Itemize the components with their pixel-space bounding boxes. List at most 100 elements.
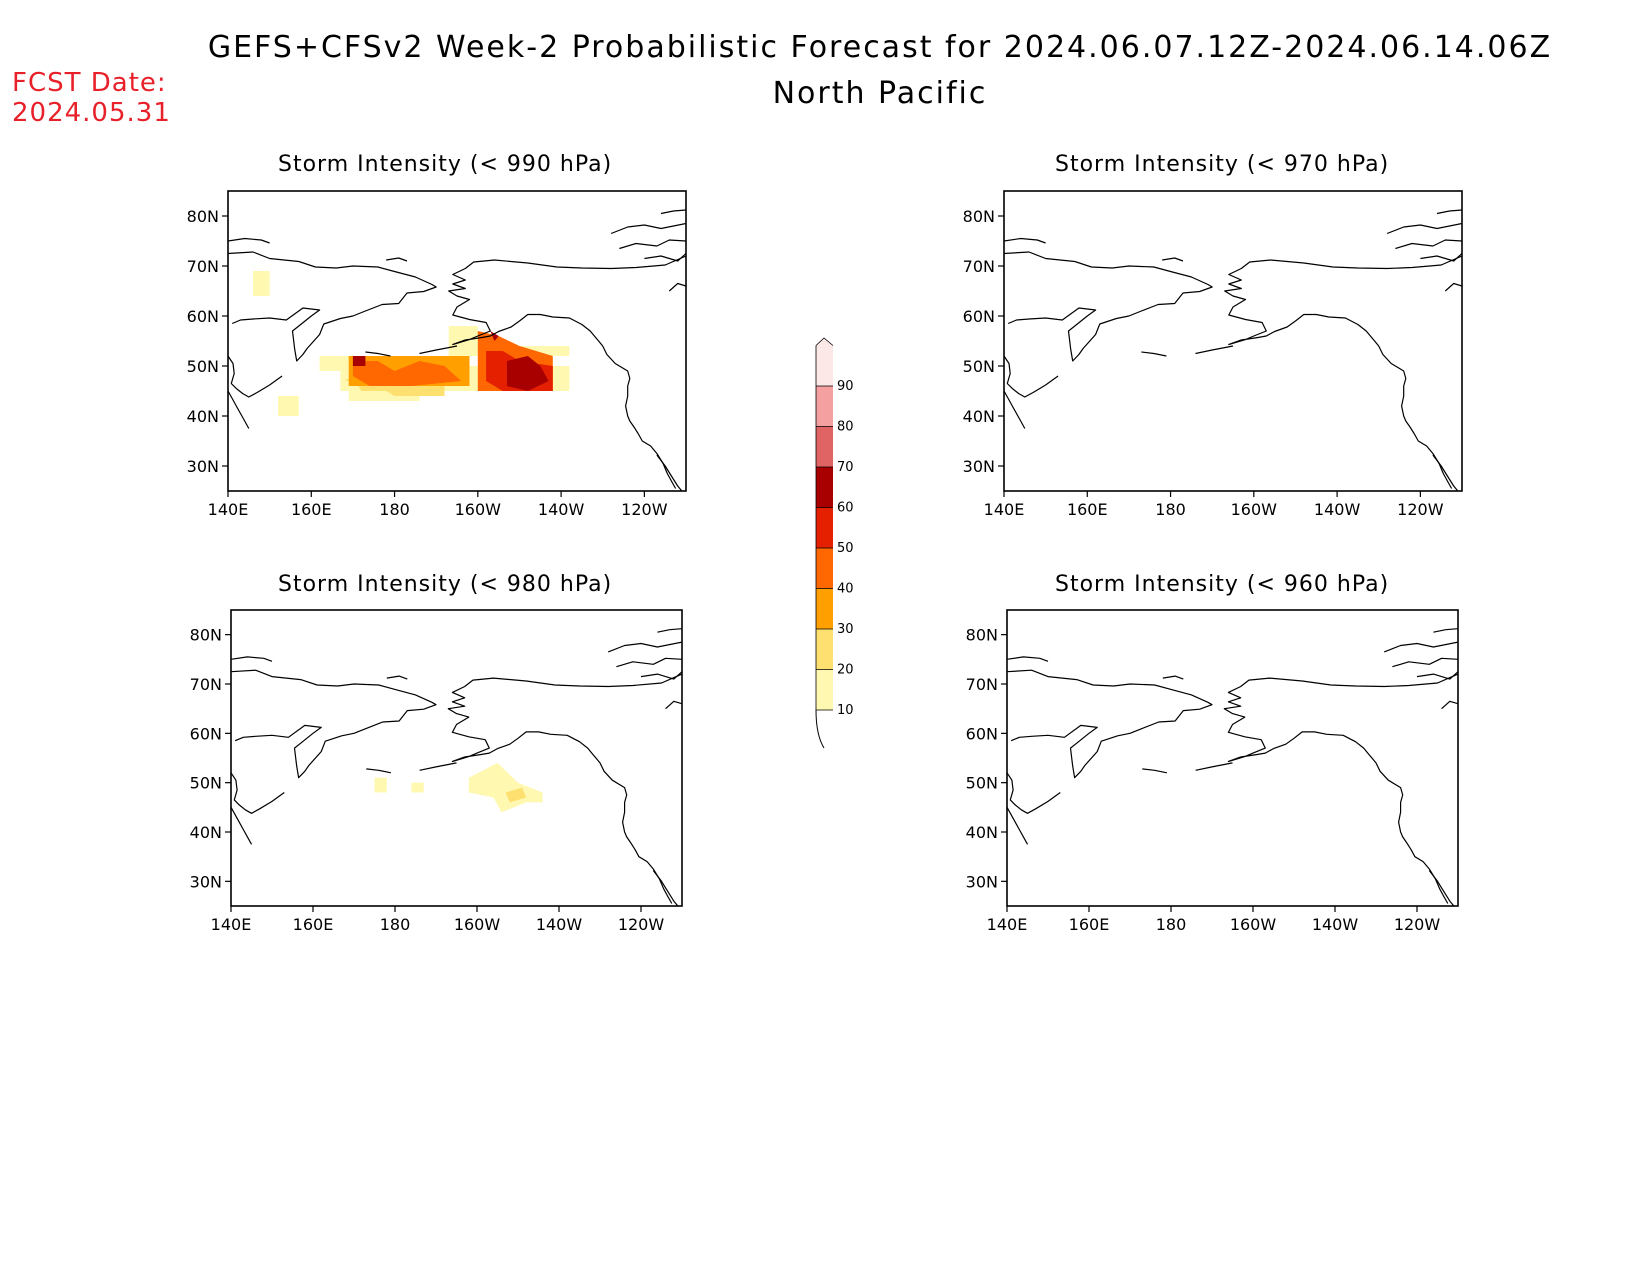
y-tick-label: 50N [187,357,219,376]
map-frame [1006,609,1459,907]
x-tick-label: 140E [211,915,252,934]
y-tick-label: 80N [187,207,219,226]
coastline [657,628,682,633]
x-tick-label: 140E [984,500,1025,519]
prob-area-60 [352,356,366,366]
panel-title-990: Storm Intensity (< 990 hPa) [278,152,613,177]
y-tick-label: 30N [190,872,222,891]
x-tick-label: 120W [1394,915,1441,934]
coastline [1007,656,1049,662]
y-tick-label: 70N [963,257,995,276]
colorbar-label: 60 [837,501,854,516]
coastline [1141,351,1167,357]
y-tick-label: 80N [963,207,995,226]
prob-area-10 [468,762,543,813]
colorbar-label: 40 [837,582,854,597]
coastline [231,656,273,662]
x-tick-label: 160W [1231,500,1278,519]
x-tick-label: 160W [454,915,501,934]
prob-area-40 [352,361,462,386]
y-tick-label: 60N [963,307,995,326]
y-tick-label: 30N [966,872,998,891]
coastline [1392,657,1458,668]
coastline [1416,671,1458,680]
y-tick-label: 60N [190,724,222,743]
y-tick-label: 80N [190,626,222,645]
coastline [1224,255,1462,489]
map-frame [230,609,683,907]
colorbar-label: 30 [837,622,854,637]
coastline [1441,700,1458,710]
coastline [665,700,682,710]
y-tick-label: 30N [963,457,995,476]
y-tick-label: 60N [187,307,219,326]
prob-area-60 [507,356,549,391]
coastline [619,239,686,250]
coastline [1142,768,1168,774]
y-tick-label: 50N [966,774,998,793]
coastline [660,209,686,215]
coastline [419,345,458,355]
coastline [652,870,679,906]
x-tick-label: 140E [208,500,249,519]
coastline [610,222,686,235]
y-tick-label: 40N [187,407,219,426]
colorbar-swatch [816,467,833,508]
coastline [228,355,283,398]
x-tick-label: 160E [1069,915,1110,934]
y-tick-label: 50N [963,357,995,376]
coastline [1004,355,1059,398]
prob-area-10 [374,777,387,793]
coastline [1444,282,1462,292]
coastline [231,772,285,814]
map-frame [1003,190,1463,492]
coastline [1395,239,1462,250]
x-tick-label: 120W [1397,500,1444,519]
colorbar-swatch [816,507,833,548]
x-tick-label: 140W [1314,500,1361,519]
y-tick-label: 80N [966,626,998,645]
map-panel-970: 140E 160E 180 160W 140W 120W 30N 40N 50N 60N 70N 80… [963,190,1463,519]
x-tick-label: 160E [293,915,334,934]
y-tick-label: 30N [187,457,219,476]
colorbar-label: 50 [837,541,854,556]
coastline [1386,222,1462,235]
coastline [231,669,437,779]
prob-area-10 [319,356,341,371]
x-tick-label: 180 [1156,915,1187,934]
coastline [1195,345,1234,355]
map-panel-990: 140E 160E 180 160W 140W 120W 30N 40N 50N 60N 70N 80… [187,190,687,519]
x-tick-label: 140E [987,915,1028,934]
x-tick-label: 160E [1067,500,1108,519]
coastline [1433,628,1458,633]
region-subtitle: North Pacific [772,76,988,111]
coastline [1007,772,1061,814]
map-panel-960: 140E 160E 180 160W 140W 120W 30N 40N 50N 60N 70N 80… [966,609,1459,934]
y-tick-label: 50N [190,774,222,793]
coastline [1004,237,1046,244]
map-frame [227,190,687,492]
panel-title-980: Storm Intensity (< 980 hPa) [278,572,613,597]
x-tick-label: 140W [538,500,585,519]
coastline [644,253,686,262]
colorbar-label: 80 [837,420,854,435]
panel-title-960: Storm Intensity (< 960 hPa) [1055,572,1390,597]
coastline [365,351,391,357]
coastline [366,768,392,774]
coastline [1436,209,1462,215]
x-tick-label: 140W [536,915,583,934]
fcst-date-block: FCST Date: 2024.05.31 [12,68,171,128]
coastline [640,671,682,680]
x-tick-label: 180 [380,915,411,934]
coastline [386,675,408,680]
coastline [231,807,253,845]
colorbar-swatch [816,426,833,467]
colorbar-label: 70 [837,460,854,475]
y-tick-label: 70N [966,675,998,694]
y-tick-label: 70N [190,675,222,694]
x-tick-label: 120W [621,500,668,519]
fcst-date-value: 2024.05.31 [12,98,171,128]
coastline [1004,251,1213,362]
colorbar-swatch [816,629,833,670]
coastline [228,237,270,244]
